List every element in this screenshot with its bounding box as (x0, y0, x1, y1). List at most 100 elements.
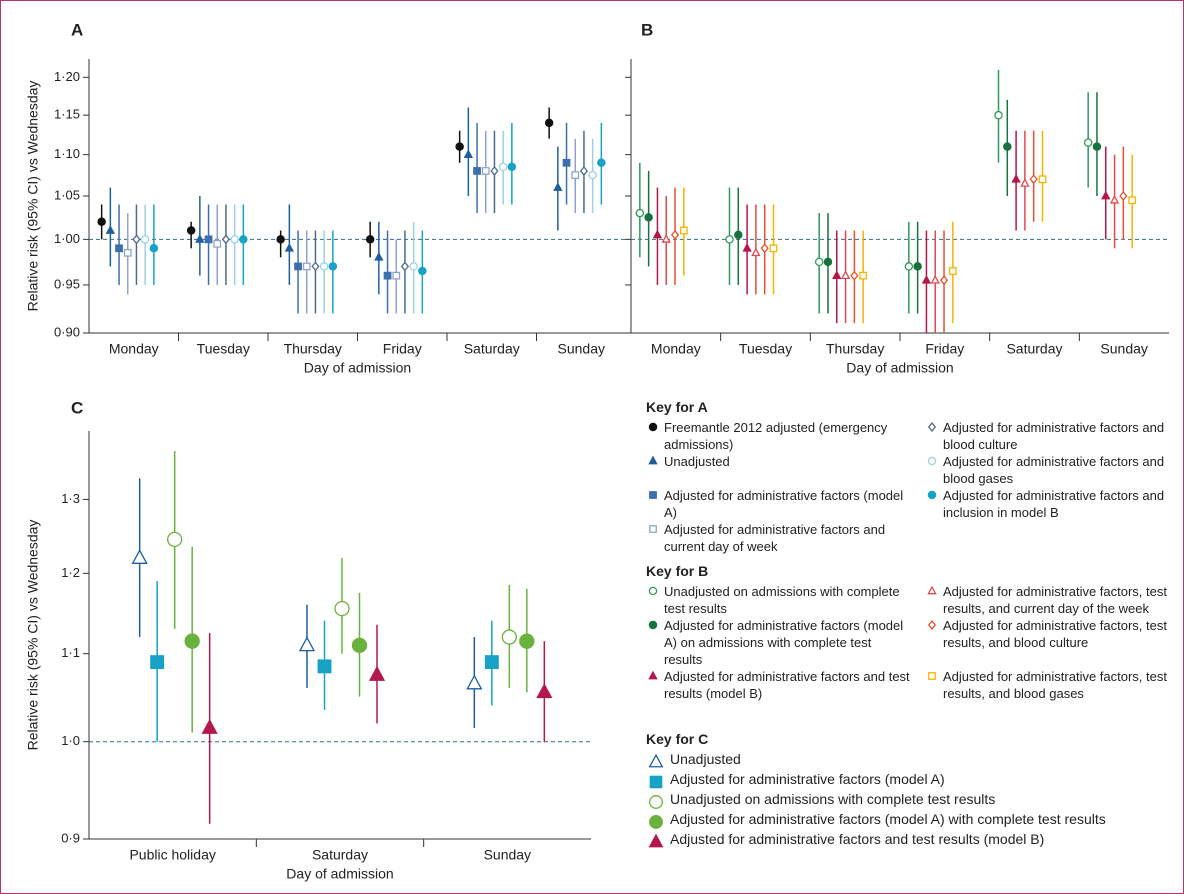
marker (679, 226, 688, 235)
marker (1011, 173, 1021, 183)
legend-label: Unadjusted on admissions with complete t… (670, 791, 996, 807)
marker (184, 633, 200, 649)
marker (994, 110, 1003, 120)
marker (418, 266, 427, 276)
x-tick-label: Public holiday (129, 847, 215, 863)
marker (149, 244, 159, 253)
legend-marker (649, 491, 657, 499)
legend-items: Unadjusted Adjusted for administrative fa… (646, 751, 1176, 851)
marker (562, 158, 571, 167)
marker (186, 226, 196, 235)
marker (463, 149, 474, 159)
legend-marker (927, 422, 937, 432)
marker (400, 261, 410, 272)
marker (648, 670, 658, 680)
x-tick-label: Sunday (558, 341, 605, 357)
marker (652, 229, 663, 239)
legend-item: Adjusted for administrative factors, tes… (925, 583, 1183, 617)
marker (239, 235, 248, 244)
marker (751, 247, 761, 257)
marker (760, 243, 769, 254)
legend-item: Freemantle 2012 adjusted (emergency admi… (646, 419, 911, 453)
x-tick-label: Sunday (1100, 341, 1147, 357)
legend-title: Key for A (646, 399, 708, 415)
marker (913, 262, 922, 271)
marker (167, 531, 183, 548)
legend-item: Adjusted for administrative factors and … (925, 419, 1183, 453)
marker (317, 659, 332, 674)
y-axis-label: Relative risk (95% CI) vs Wednesday (25, 81, 41, 312)
y-tick-label: 1·15 (54, 107, 80, 122)
marker (97, 217, 106, 227)
marker (927, 585, 937, 595)
marker (648, 586, 658, 596)
marker (123, 248, 132, 257)
marker (298, 636, 316, 652)
legend-label: Adjusted for administrative factors (mod… (670, 811, 1106, 827)
legend-item: Unadjusted (646, 453, 911, 487)
legend-item: Adjusted for administrative factors and … (646, 521, 911, 555)
legend-marker (649, 525, 657, 533)
marker (840, 270, 851, 279)
marker (648, 753, 664, 768)
marker (649, 491, 657, 499)
x-tick-label: Thursday (284, 341, 342, 357)
marker (294, 262, 302, 271)
marker (648, 422, 658, 432)
legend-label: Adjusted for administrative factors and … (670, 831, 1045, 847)
marker (484, 655, 499, 670)
marker (132, 234, 141, 245)
marker (948, 267, 957, 275)
legend-marker (648, 455, 658, 465)
marker (635, 208, 645, 218)
legend-marker (927, 456, 937, 466)
marker (365, 235, 375, 244)
marker (498, 162, 508, 172)
legend-marker (648, 753, 664, 768)
marker (553, 182, 563, 191)
panel-label: B (641, 20, 653, 39)
marker (670, 229, 680, 240)
legend-marker (648, 620, 658, 630)
marker (1119, 191, 1128, 201)
legend-item: Adjusted for administrative factors and … (646, 668, 911, 702)
marker (927, 422, 937, 432)
marker (392, 271, 401, 280)
marker (230, 235, 239, 244)
marker (742, 242, 752, 252)
legend-item: Adjusted for administrative factors (mod… (646, 811, 1176, 831)
marker (409, 262, 418, 271)
y-tick-label: 0·90 (54, 324, 80, 339)
y-tick-label: 0·95 (54, 276, 80, 291)
marker (649, 815, 663, 829)
marker (319, 262, 329, 271)
legend-marker (927, 620, 937, 630)
marker (351, 637, 368, 653)
marker (195, 234, 205, 243)
legend-marker (649, 775, 663, 789)
legend-label: Adjusted for administrative factors and … (943, 454, 1165, 486)
marker (455, 142, 464, 151)
legend-label: Adjusted for administrative factors and … (943, 488, 1165, 520)
marker (544, 118, 554, 128)
legend: Key for C Unadjusted Adjusted for administ… (646, 731, 1176, 851)
x-tick-label: Saturday (464, 341, 520, 357)
legend-label: Adjusted for administrative factors and … (664, 669, 910, 701)
y-tick-label: 1·0 (61, 733, 80, 748)
legend-label: Adjusted for administrative factors (mod… (664, 618, 904, 667)
marker (571, 171, 580, 179)
legend-item: Adjusted for administrative factors, tes… (925, 668, 1183, 702)
legend-marker (649, 795, 663, 809)
marker (832, 270, 842, 279)
marker (649, 525, 657, 533)
legend-marker (648, 586, 658, 596)
marker (507, 162, 517, 172)
marker (519, 633, 535, 649)
marker (131, 549, 148, 564)
marker (725, 235, 734, 244)
legend-title: Key for C (646, 731, 709, 747)
x-tick-label: Saturday (312, 847, 368, 863)
panel-label: C (71, 398, 83, 417)
marker (302, 262, 311, 271)
y-tick-label: 1·10 (54, 146, 80, 161)
